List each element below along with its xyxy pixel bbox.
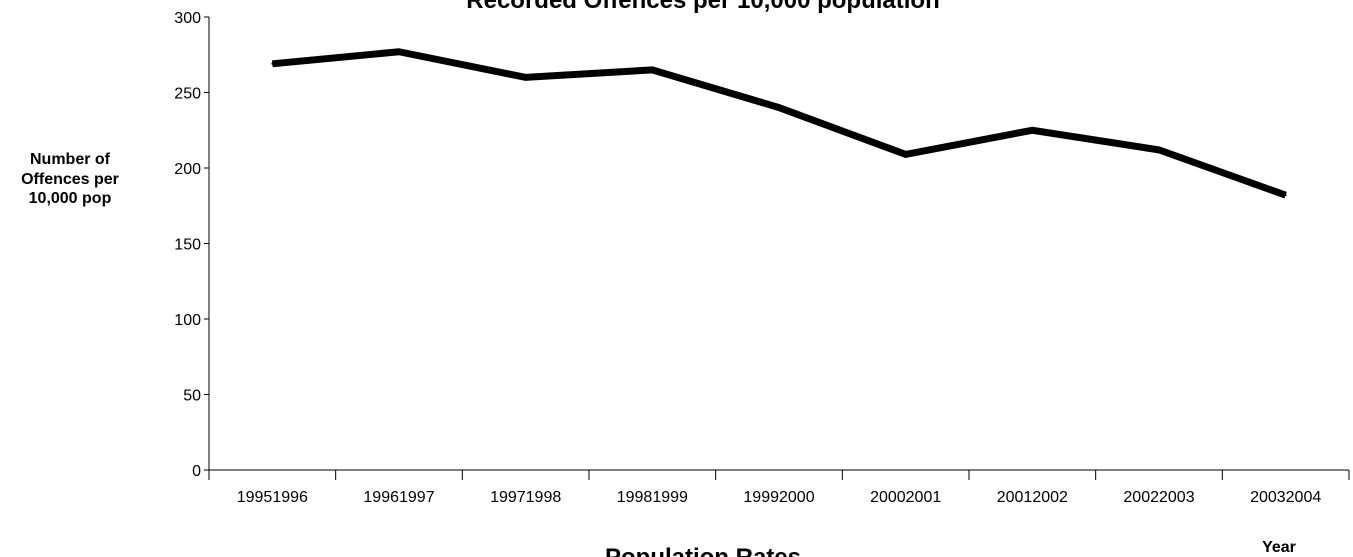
y-tick-label: 50 [183,388,201,405]
x-axis-label: Year [1262,539,1296,556]
y-axis-label-line-1: Number of [30,151,111,168]
x-tick-label: 19981999 [617,489,688,506]
y-tick-label: 300 [174,10,201,27]
data-point [1158,148,1160,151]
x-tick-label: 20022003 [1123,489,1194,506]
x-tick-label: 20002001 [870,489,941,506]
x-tick-label: 20012002 [997,489,1068,506]
y-axis-label: Number of Offences per 10,000 pop [21,151,119,207]
x-tick-label: 19971998 [490,489,561,506]
series-line [272,48,1287,199]
x-tick-label: 19951996 [237,489,308,506]
y-axis-label-line-2: Offences per [21,171,119,188]
x-ticks: 19951996 19961997 19971998 19981999 19992000… [208,470,1350,506]
data-point [271,62,274,65]
data-point [904,153,907,156]
x-tick-label: 19992000 [743,489,814,506]
data-point [778,106,780,109]
data-point [398,50,400,53]
y-tick-label: 200 [174,161,201,178]
footer-title: Population Rates [605,544,801,557]
y-axis-label-line-3: 10,000 pop [29,190,112,207]
y-ticks: 0 50 100 150 200 250 300 [174,10,209,480]
data-point [1284,194,1287,197]
chart-title: Recorded Offences per 10,000 population [466,0,939,14]
x-tick-label: 19961997 [363,489,434,506]
x-tick-label: 20032004 [1250,489,1321,506]
y-tick-label: 150 [174,237,201,254]
data-point [1031,129,1034,132]
y-tick-label: 250 [174,86,201,103]
y-tick-label: 100 [174,312,201,329]
data-point [651,68,654,71]
data-point [524,76,527,79]
series [271,48,1287,199]
y-tick-label: 0 [192,463,201,480]
